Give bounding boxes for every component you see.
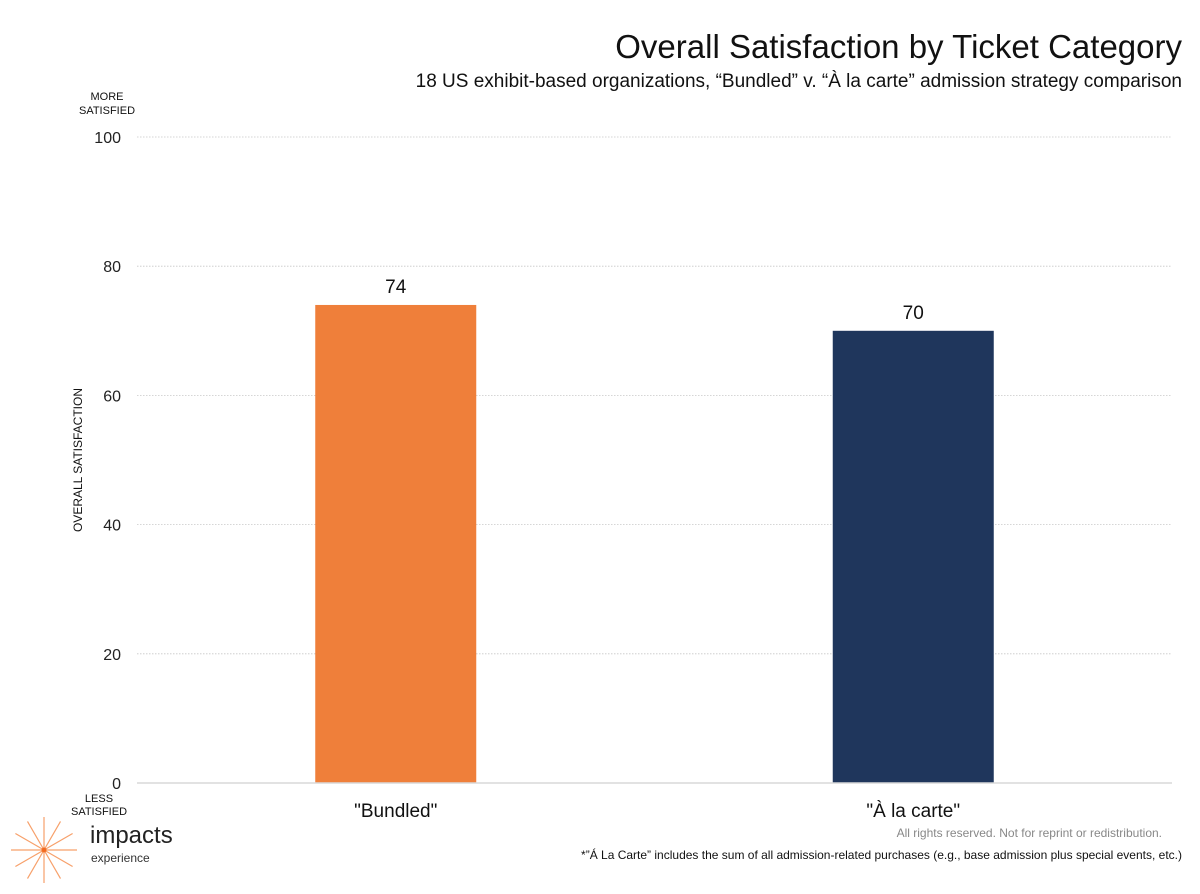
logo-name: impacts bbox=[90, 822, 173, 849]
starburst-ray bbox=[26, 821, 45, 851]
starburst-ray bbox=[43, 821, 62, 851]
footnote: *”Á La Carte” includes the sum of all ad… bbox=[581, 848, 1182, 862]
data-label: 70 bbox=[903, 303, 924, 324]
y-bottom-label: LESS SATISFIED bbox=[70, 793, 128, 818]
chart-title: Overall Satisfaction by Ticket Category bbox=[615, 28, 1182, 65]
chart-subtitle: 18 US exhibit-based organizations, “Bund… bbox=[415, 71, 1182, 92]
y-tick-label: 0 bbox=[112, 776, 121, 793]
rights-notice: All rights reserved. Not for reprint or … bbox=[896, 826, 1162, 840]
starburst-ray bbox=[15, 849, 45, 868]
y-tick-label: 80 bbox=[103, 259, 121, 276]
starburst-ray bbox=[15, 832, 45, 851]
starburst-ray bbox=[26, 849, 45, 879]
starburst-icon bbox=[11, 817, 77, 883]
x-tick-label: "Bundled" bbox=[354, 801, 437, 822]
y-tick-label: 20 bbox=[103, 647, 121, 664]
y-tick-label: 40 bbox=[103, 518, 121, 535]
logo-sub: experience bbox=[91, 851, 150, 865]
data-label: 74 bbox=[385, 277, 407, 298]
starburst-ray bbox=[43, 832, 73, 851]
bar-0 bbox=[315, 304, 477, 783]
starburst-ray bbox=[43, 849, 62, 879]
y-tick-label: 100 bbox=[94, 130, 121, 147]
starburst-ray bbox=[43, 849, 73, 868]
bar-1 bbox=[832, 330, 994, 783]
y-tick-label: 60 bbox=[103, 388, 121, 405]
logo: impacts experience bbox=[8, 814, 178, 889]
x-tick-label: "À la carte" bbox=[866, 801, 960, 822]
y-top-label: MORE SATISFIED bbox=[78, 91, 136, 117]
